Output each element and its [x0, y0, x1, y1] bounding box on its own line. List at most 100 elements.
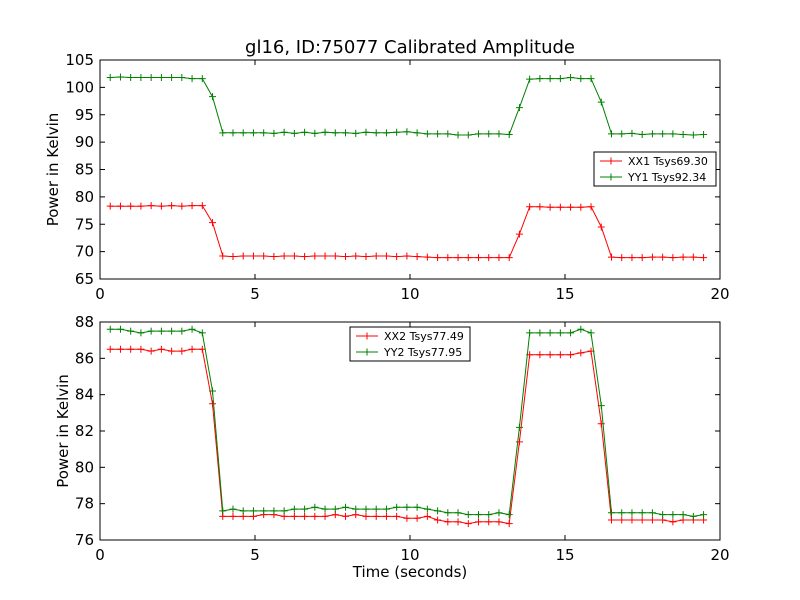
x-tick-label: 15	[555, 285, 574, 303]
data-point	[178, 202, 186, 210]
data-point	[423, 253, 431, 261]
y-tick-label: 105	[65, 51, 94, 69]
data-point	[321, 252, 329, 260]
data-point	[413, 253, 421, 261]
data-point	[209, 93, 217, 101]
data-point	[587, 329, 595, 337]
data-point	[597, 98, 605, 106]
data-point	[352, 252, 360, 260]
data-point	[270, 507, 278, 515]
data-point	[137, 345, 145, 353]
data-point	[526, 329, 534, 337]
data-point	[147, 202, 155, 210]
legend-box	[593, 151, 717, 187]
data-point	[577, 75, 585, 83]
data-point	[454, 518, 462, 526]
data-point	[546, 75, 554, 83]
data-point	[669, 254, 677, 262]
data-point	[546, 203, 554, 211]
y-tick-label: 95	[75, 106, 94, 124]
data-point	[659, 511, 667, 519]
data-point	[342, 129, 350, 137]
data-point	[618, 509, 626, 517]
data-point	[229, 512, 237, 520]
data-point	[188, 75, 196, 83]
data-point	[301, 128, 309, 136]
data-point	[515, 423, 523, 431]
data-point	[127, 327, 135, 335]
data-point	[464, 254, 472, 262]
data-point	[689, 131, 697, 139]
series-line-0	[110, 205, 704, 259]
data-point	[229, 129, 237, 137]
data-point	[485, 254, 493, 262]
data-point	[116, 202, 124, 210]
x-tick-label: 0	[95, 285, 105, 303]
data-point	[178, 327, 186, 335]
data-point	[137, 74, 145, 82]
data-point	[434, 254, 442, 262]
y-tick-label: 80	[75, 458, 94, 476]
data-point	[106, 325, 114, 333]
data-point	[546, 351, 554, 359]
data-point	[495, 509, 503, 517]
data-point	[515, 104, 523, 112]
y-tick-label: 86	[75, 349, 94, 367]
x-tick-label: 10	[400, 546, 419, 564]
data-point	[413, 514, 421, 522]
data-point	[464, 520, 472, 528]
data-point	[352, 505, 360, 513]
x-tick-label: 20	[710, 546, 729, 564]
data-point	[382, 129, 390, 137]
data-point	[669, 518, 677, 526]
legend-label: YY1 Tsys92.34	[627, 171, 706, 184]
data-point	[454, 509, 462, 517]
data-point	[454, 254, 462, 262]
data-point	[505, 511, 513, 519]
data-point	[434, 507, 442, 515]
y-tick-label: 90	[75, 133, 94, 151]
data-point	[515, 438, 523, 446]
y-tick-label: 84	[75, 386, 94, 404]
y-tick-label: 65	[75, 270, 94, 288]
data-point	[618, 254, 626, 262]
data-point	[229, 253, 237, 261]
data-point	[526, 203, 534, 211]
data-point	[198, 75, 206, 83]
x-tick-label: 0	[95, 546, 105, 564]
data-point	[331, 505, 339, 513]
data-point	[116, 325, 124, 333]
data-point	[168, 347, 176, 355]
data-point	[638, 254, 646, 262]
data-point	[239, 129, 247, 137]
data-point	[290, 512, 298, 520]
data-point	[505, 130, 513, 138]
data-point	[301, 512, 309, 520]
data-point	[188, 345, 196, 353]
data-point	[648, 509, 656, 517]
data-point	[434, 130, 442, 138]
data-point	[556, 329, 564, 337]
y-tick-label: 100	[65, 78, 94, 96]
y-tick-label: 78	[75, 495, 94, 513]
data-point	[157, 74, 165, 82]
data-point	[290, 252, 298, 260]
legend-box	[349, 326, 471, 362]
data-point	[331, 252, 339, 260]
data-point	[382, 512, 390, 520]
data-point	[127, 202, 135, 210]
data-point	[648, 253, 656, 261]
data-point	[700, 254, 708, 262]
data-point	[321, 505, 329, 513]
y-tick-label: 80	[75, 188, 94, 206]
data-point	[198, 329, 206, 337]
data-point	[147, 347, 155, 355]
data-point	[475, 130, 483, 138]
data-point	[505, 254, 513, 262]
data-point	[515, 230, 523, 238]
data-point	[137, 329, 145, 337]
data-point	[567, 203, 575, 211]
data-point	[311, 129, 319, 137]
data-point	[608, 130, 615, 138]
data-point	[423, 130, 431, 138]
